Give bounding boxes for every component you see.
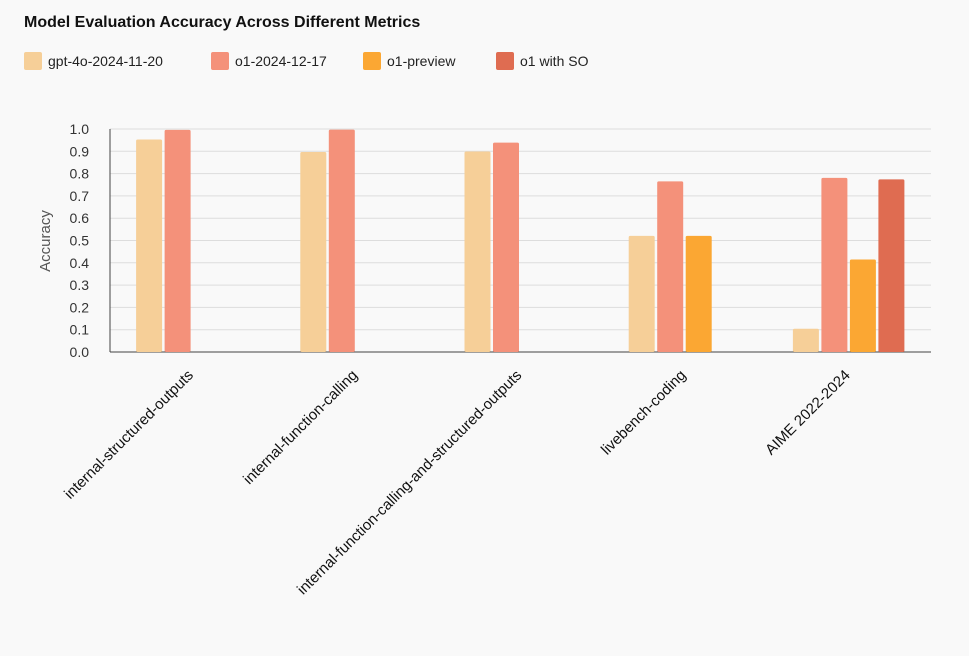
y-tick-label: 0.3: [70, 277, 90, 293]
bar: [328, 129, 355, 352]
bar: [300, 151, 327, 352]
y-tick-label: 0.5: [70, 233, 90, 249]
bar: [464, 151, 491, 352]
y-axis-title: Accuracy: [37, 210, 54, 272]
bar: [164, 129, 191, 352]
y-tick-label: 0.4: [70, 255, 90, 271]
y-tick-label: 0.9: [70, 143, 90, 159]
bar: [628, 235, 655, 352]
legend-label: gpt-4o-2024-11-20: [48, 53, 163, 69]
bar: [136, 139, 163, 352]
y-tick-label: 0.1: [70, 322, 90, 338]
bar: [792, 328, 819, 352]
y-tick-label: 0.8: [70, 166, 90, 182]
y-tick-label: 1.0: [70, 121, 90, 137]
bar: [878, 179, 905, 352]
y-tick-label: 0.2: [70, 299, 90, 315]
legend-label: o1-2024-12-17: [235, 53, 327, 69]
y-tick-label: 0.7: [70, 188, 90, 204]
bar: [685, 235, 712, 352]
bar: [657, 181, 684, 352]
x-tick-label: AIME 2022-2024: [762, 367, 854, 459]
x-tick-label: livebench-coding: [598, 367, 690, 459]
y-tick-label: 0.0: [70, 344, 90, 360]
legend-swatch: [496, 52, 514, 70]
chart-title: Model Evaluation Accuracy Across Differe…: [24, 14, 421, 31]
x-tick-label: internal-function-calling: [240, 367, 361, 488]
legend-swatch: [211, 52, 229, 70]
bar: [849, 259, 876, 352]
legend-swatch: [24, 52, 42, 70]
legend-label: o1 with SO: [520, 53, 589, 69]
x-tick-label: internal-structured-outputs: [61, 367, 197, 503]
bar: [821, 177, 848, 352]
y-tick-label: 0.6: [70, 210, 90, 226]
legend-label: o1-preview: [387, 53, 456, 69]
bar: [493, 142, 519, 352]
legend-swatch: [363, 52, 381, 70]
